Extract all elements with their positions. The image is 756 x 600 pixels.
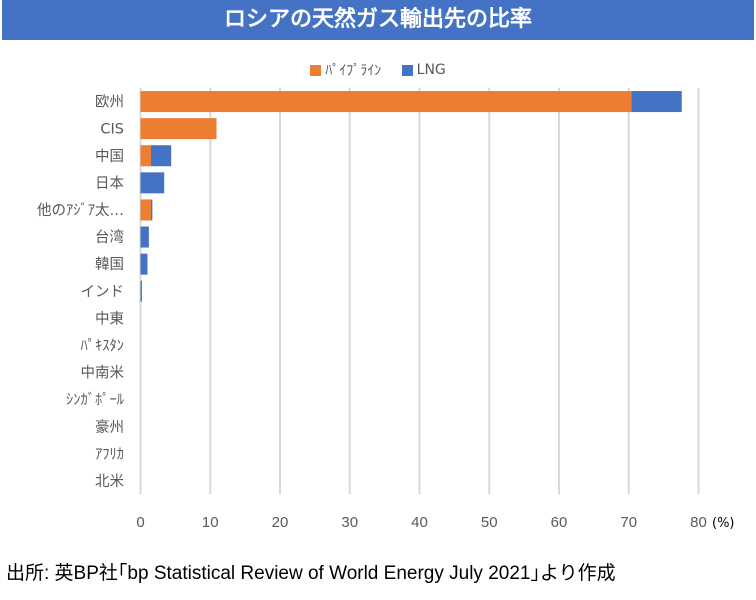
legend-swatch-pipeline [310,64,322,76]
chart-title: ロシアの天然ガス輸出先の比率 [2,0,754,40]
x-tick-label: 50 [481,514,498,531]
legend-label-pipeline: ﾊﾟｲﾌﾟﾗｲﾝ [325,63,382,79]
bar-pipeline [140,145,151,167]
y-tick-label: CIS [100,122,124,138]
legend-item-lng: LNG [401,62,446,78]
bar-lng [631,91,682,113]
y-tick-label: ｱﾌﾘｶ [95,447,124,463]
y-tick-label: 日本 [95,175,124,192]
y-tick-label: 他のｱｼﾞｱ太… [37,202,124,219]
y-tick-label: 韓国 [95,256,124,273]
legend-label-lng: LNG [416,62,446,78]
bar-lng [140,253,148,275]
x-tick-label: 70 [620,514,637,531]
x-tick-label: 40 [411,514,428,531]
y-tick-label: 中東 [95,310,124,327]
bar-pipeline [140,91,632,113]
x-tick-label: 20 [272,514,289,531]
x-tick-label: 80 [690,514,707,531]
x-tick-label: 30 [341,514,358,531]
bar-lng [150,199,153,221]
y-tick-label: 中南米 [81,365,125,382]
bar-lng [140,172,165,194]
source-note: 出所: 英BP社｢bp Statistical Review of World … [6,563,616,584]
y-tick-label: 中国 [95,148,124,165]
x-tick-label: 10 [202,514,219,531]
legend: ﾊﾟｲﾌﾟﾗｲﾝ LNG [0,60,756,80]
y-tick-label: 台湾 [95,229,124,246]
bar-lng [140,226,149,248]
legend-item-pipeline: ﾊﾟｲﾌﾟﾗｲﾝ [310,60,381,80]
y-tick-label: 豪州 [95,419,124,436]
y-tick-label: ｼﾝｶﾞﾎﾟｰﾙ [66,392,125,409]
x-axis-unit: (%) [712,516,735,531]
x-tick-label: 0 [136,514,144,531]
y-tick-label: 北米 [95,473,124,490]
bar-lng [140,280,142,302]
x-tick-label: 60 [551,514,568,531]
bar-pipeline [140,199,151,221]
y-tick-label: 欧州 [95,94,124,111]
bar-pipeline [140,118,217,140]
legend-swatch-lng [401,64,413,76]
bar-lng [150,145,172,167]
y-tick-label: インド [81,284,125,300]
y-tick-label: ﾊﾟｷｽﾀﾝ [81,337,125,354]
